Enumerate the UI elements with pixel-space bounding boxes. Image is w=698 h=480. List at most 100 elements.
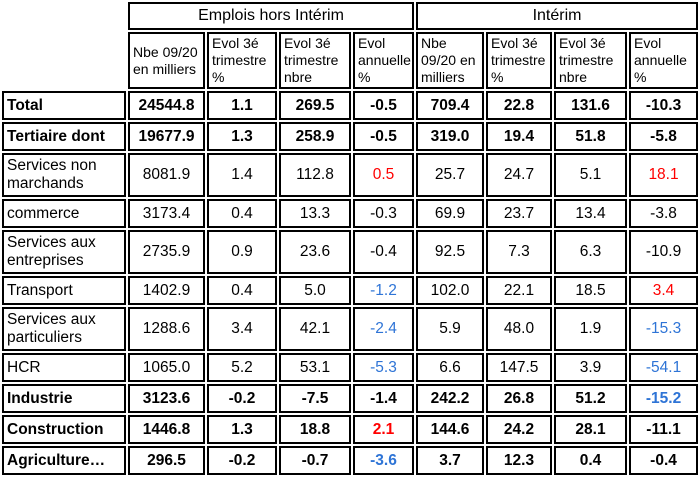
value-cell: -1.2 xyxy=(353,276,415,306)
column-header-evol-annuelle-hors-interim: Evol annuelle % xyxy=(353,32,415,90)
table-row: Services non marchands 8081.9 1.4 112.8 0.5 2… xyxy=(2,153,698,198)
value-cell: 3.4 xyxy=(629,276,698,306)
value-cell: 3.9 xyxy=(554,353,628,383)
value-cell: 258.9 xyxy=(279,122,351,152)
value-cell: -54.1 xyxy=(629,353,698,383)
value-cell: 102.0 xyxy=(416,276,485,306)
row-label: Agriculture… xyxy=(2,446,126,476)
value-cell: -15.3 xyxy=(629,307,698,352)
value-cell: 319.0 xyxy=(416,122,485,152)
value-cell: -2.4 xyxy=(353,307,415,352)
value-cell: -0.5 xyxy=(353,91,415,121)
row-label: Services aux particuliers xyxy=(2,307,126,352)
value-cell: 5.1 xyxy=(554,153,628,198)
column-header-nbe-hors-interim: Nbe 09/20 en milliers xyxy=(128,32,205,90)
value-cell: -11.1 xyxy=(629,415,698,445)
value-cell: 1.4 xyxy=(207,153,277,198)
group-header-row: Emplois hors Intérim Intérim xyxy=(2,2,698,30)
value-cell: 3.7 xyxy=(416,446,485,476)
value-cell: 1.1 xyxy=(207,91,277,121)
value-cell: -3.6 xyxy=(353,446,415,476)
row-label: Services non marchands xyxy=(2,153,126,198)
value-cell: -10.9 xyxy=(629,230,698,275)
value-cell: 1402.9 xyxy=(128,276,205,306)
value-cell: 22.8 xyxy=(486,91,553,121)
value-cell: -0.4 xyxy=(629,446,698,476)
value-cell: 1065.0 xyxy=(128,353,205,383)
table-row: Agriculture… 296.5 -0.2 -0.7 -3.6 3.7 12.3 0.4-… xyxy=(2,446,698,476)
corner-spacer xyxy=(2,2,126,30)
table-row: Transport 1402.9 0.4 5.0 -1.2 102.0 22.1 18.5 3.… xyxy=(2,276,698,306)
row-label: Tertiaire dont xyxy=(2,122,126,152)
row-label: commerce xyxy=(2,199,126,229)
row-label: HCR xyxy=(2,353,126,383)
table-body: Total 24544.8 1.1 269.5 -0.5 709.4 22.8 131.6 -1… xyxy=(2,91,698,476)
value-cell: 2735.9 xyxy=(128,230,205,275)
row-label: Industrie xyxy=(2,384,126,414)
table-row: Tertiaire dont 19677.9 1.3 258.9 -0.5 319.0 19… xyxy=(2,122,698,152)
value-cell: 147.5 xyxy=(486,353,553,383)
column-header-evol-trim-pct-hors-interim: Evol 3é trimestre % xyxy=(207,32,277,90)
table-row: Industrie 3123.6 -0.2 -7.5 -1.4 242.2 26.8 51.2… xyxy=(2,384,698,414)
value-cell: 48.0 xyxy=(486,307,553,352)
value-cell: 1.3 xyxy=(207,122,277,152)
column-header-nbe-interim: Nbe 09/20 en milliers xyxy=(416,32,485,90)
column-header-row: Nbe 09/20 en milliers Evol 3é trimestre … xyxy=(2,32,698,90)
value-cell: 0.4 xyxy=(207,199,277,229)
value-cell: 112.8 xyxy=(279,153,351,198)
value-cell: -0.4 xyxy=(353,230,415,275)
value-cell: 296.5 xyxy=(128,446,205,476)
value-cell: 51.8 xyxy=(554,122,628,152)
value-cell: 19677.9 xyxy=(128,122,205,152)
value-cell: -0.5 xyxy=(353,122,415,152)
value-cell: 3.4 xyxy=(207,307,277,352)
value-cell: 28.1 xyxy=(554,415,628,445)
value-cell: 22.1 xyxy=(486,276,553,306)
group-header-hors-interim: Emplois hors Intérim xyxy=(128,2,415,30)
value-cell: -0.3 xyxy=(353,199,415,229)
value-cell: 42.1 xyxy=(279,307,351,352)
group-header-interim: Intérim xyxy=(416,2,698,30)
value-cell: -0.2 xyxy=(207,446,277,476)
value-cell: -5.8 xyxy=(629,122,698,152)
value-cell: -0.7 xyxy=(279,446,351,476)
value-cell: 144.6 xyxy=(416,415,485,445)
value-cell: 26.8 xyxy=(486,384,553,414)
value-cell: 6.3 xyxy=(554,230,628,275)
corner-spacer xyxy=(2,32,126,90)
row-label: Services aux entreprises xyxy=(2,230,126,275)
value-cell: 0.9 xyxy=(207,230,277,275)
value-cell: 0.4 xyxy=(554,446,628,476)
table-row: Total 24544.8 1.1 269.5 -0.5 709.4 22.8 131.6 -1… xyxy=(2,91,698,121)
value-cell: 709.4 xyxy=(416,91,485,121)
value-cell: 242.2 xyxy=(416,384,485,414)
value-cell: -3.8 xyxy=(629,199,698,229)
table-row: Construction 1446.8 1.3 18.8 2.1 144.6 24.2 28.… xyxy=(2,415,698,445)
column-header-evol-trim-nbre-hors-interim: Evol 3é trimestre nbre xyxy=(279,32,351,90)
value-cell: 6.6 xyxy=(416,353,485,383)
value-cell: 7.3 xyxy=(486,230,553,275)
value-cell: 69.9 xyxy=(416,199,485,229)
value-cell: 18.5 xyxy=(554,276,628,306)
row-label: Total xyxy=(2,91,126,121)
value-cell: 51.2 xyxy=(554,384,628,414)
value-cell: 1288.6 xyxy=(128,307,205,352)
value-cell: 12.3 xyxy=(486,446,553,476)
value-cell: 24.2 xyxy=(486,415,553,445)
value-cell: 5.9 xyxy=(416,307,485,352)
row-label: Transport xyxy=(2,276,126,306)
value-cell: 1.9 xyxy=(554,307,628,352)
value-cell: 2.1 xyxy=(353,415,415,445)
value-cell: 1446.8 xyxy=(128,415,205,445)
value-cell: 18.1 xyxy=(629,153,698,198)
row-label: Construction xyxy=(2,415,126,445)
value-cell: -10.3 xyxy=(629,91,698,121)
value-cell: 25.7 xyxy=(416,153,485,198)
column-header-evol-annuelle-interim: Evol annuelle % xyxy=(629,32,698,90)
value-cell: 131.6 xyxy=(554,91,628,121)
value-cell: 8081.9 xyxy=(128,153,205,198)
value-cell: 24.7 xyxy=(486,153,553,198)
value-cell: -7.5 xyxy=(279,384,351,414)
value-cell: 5.0 xyxy=(279,276,351,306)
